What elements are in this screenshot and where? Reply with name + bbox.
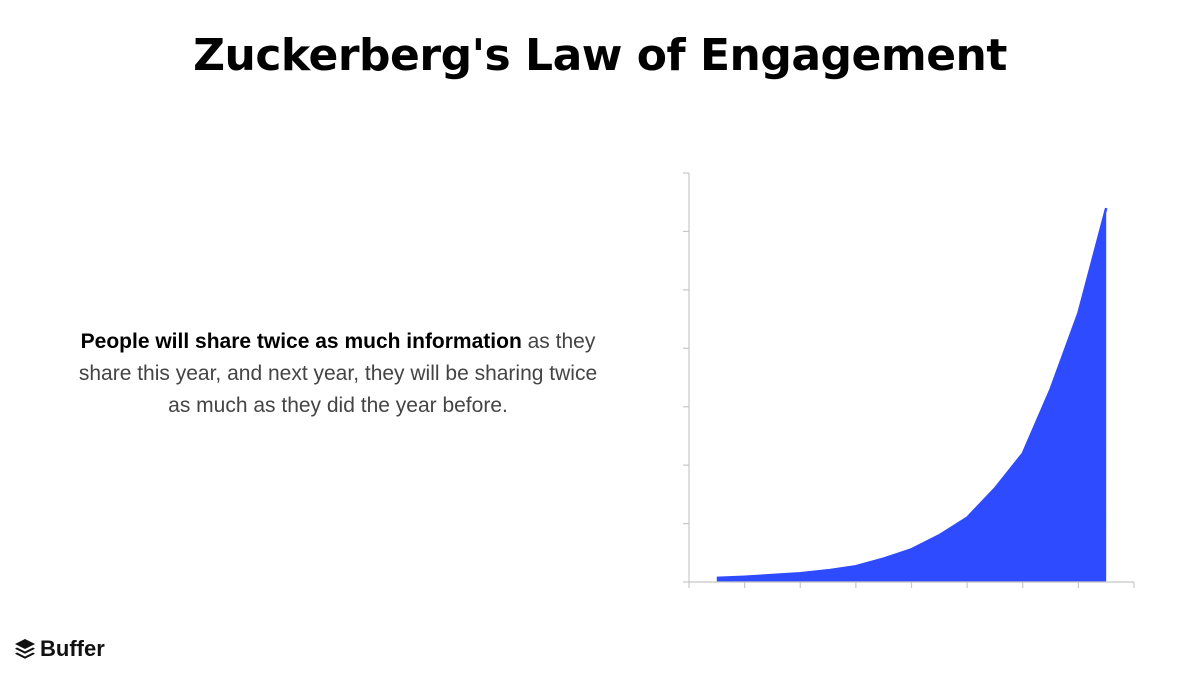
brand-name: Buffer	[40, 636, 105, 661]
annotation-text: as they share this year, and next year, …	[78, 330, 598, 417]
annotation: People will share twice as much informat…	[68, 326, 608, 422]
area-fill	[716, 208, 1107, 582]
brand: Buffer	[14, 636, 105, 662]
title: Zuckerberg's Law of Engagement	[193, 30, 1007, 81]
annotation-emphasis: People will share twice as much informat…	[80, 330, 522, 353]
area-line	[716, 207, 1108, 580]
brand-icon	[15, 639, 35, 659]
